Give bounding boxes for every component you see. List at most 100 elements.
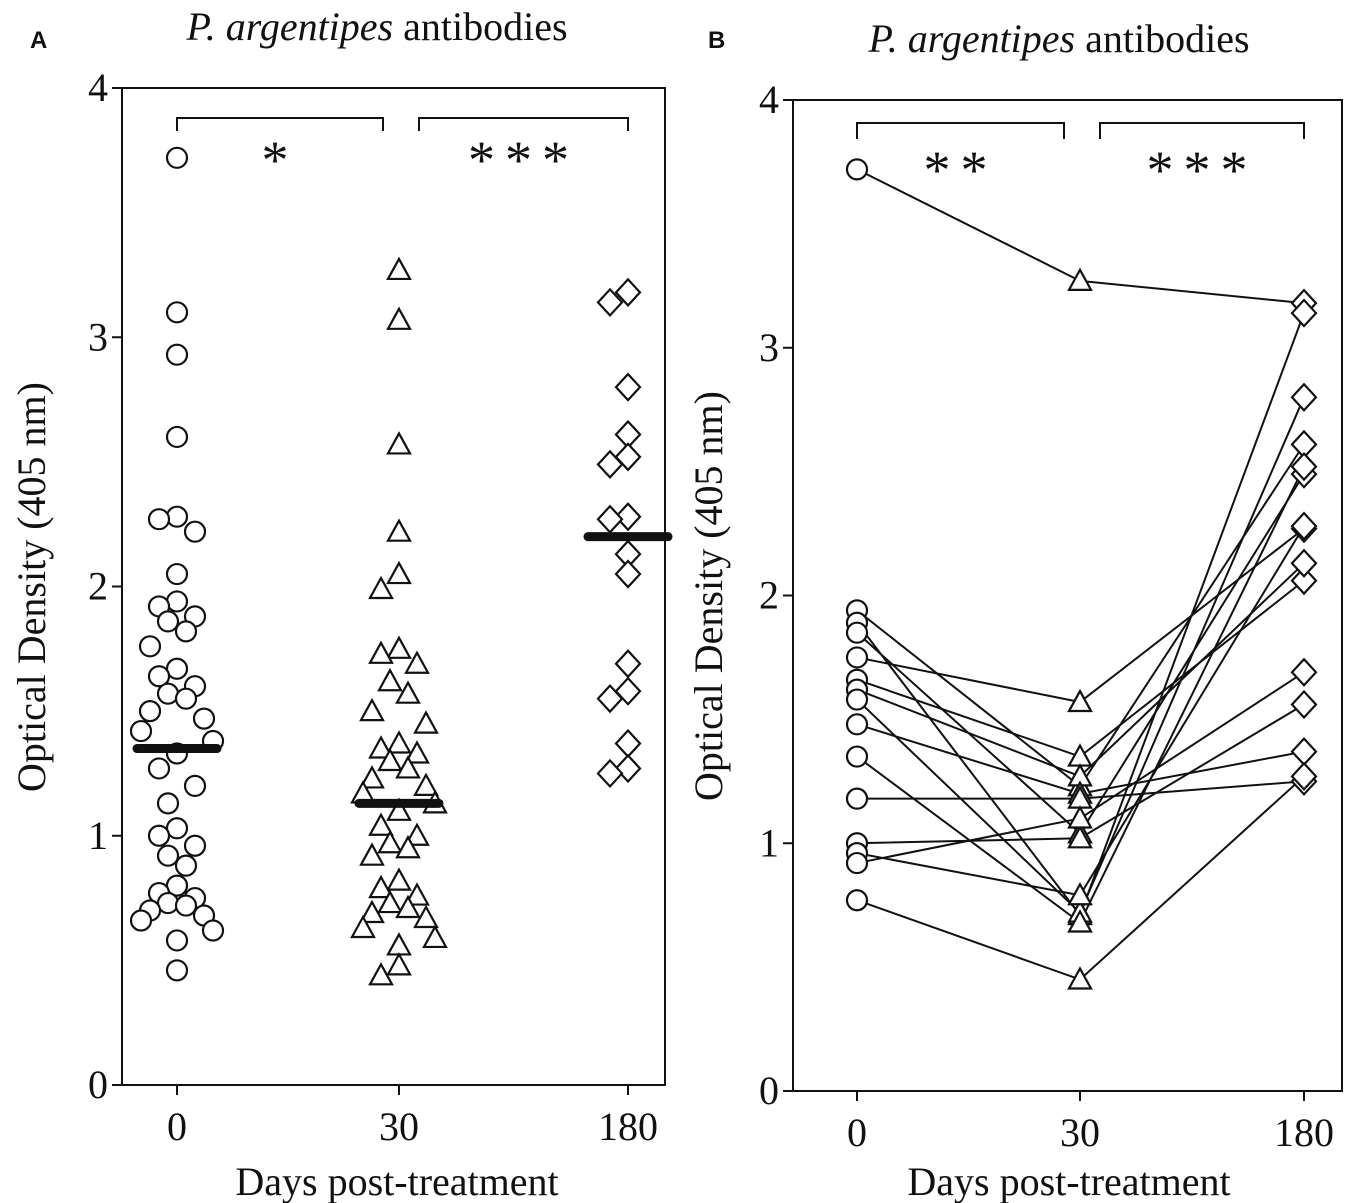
data-point-circle (183, 834, 207, 857)
data-point-triangle (386, 730, 412, 754)
data-point-triangle (368, 812, 394, 836)
data-point-triangle (386, 431, 412, 455)
data-point-triangle (359, 697, 385, 722)
data-point-diamond (1290, 657, 1318, 687)
panel-b-axes: 0 1 2 3 4 0 30 180 (759, 77, 1334, 1155)
data-point-circle (165, 505, 189, 528)
data-point-triangle (404, 650, 430, 674)
data-point-triangle (395, 834, 421, 859)
data-point-diamond (1290, 761, 1318, 791)
data-point-circle (201, 919, 225, 942)
data-point-triangle (377, 829, 403, 854)
data-point-circle (147, 508, 171, 531)
y-tick-label: 3 (88, 314, 108, 359)
panel-b: B P. argentipes antibodies Optical Densi… (686, 16, 1343, 1203)
data-point-circle (192, 707, 216, 730)
data-point-circle (165, 929, 189, 952)
significance-stars: *** (1147, 140, 1258, 200)
x-tick-label: 30 (1060, 1110, 1100, 1155)
y-tick-label: 4 (759, 77, 779, 122)
panel-a: A P. argentipes antibodies Optical Densi… (9, 4, 673, 1203)
data-point-triangle (413, 710, 439, 734)
data-point-circle (174, 854, 198, 877)
y-tick-label: 1 (759, 820, 779, 865)
y-tick-label: 2 (88, 564, 108, 609)
y-tick-label: 0 (88, 1062, 108, 1107)
y-tick-label: 1 (88, 813, 108, 858)
data-point-circle (165, 343, 189, 366)
data-point-diamond (614, 277, 642, 308)
data-point-triangle (422, 924, 448, 949)
data-point-triangle (404, 822, 430, 846)
data-point-diamond (1290, 548, 1318, 578)
significance-bracket (176, 117, 384, 131)
data-point-diamond (1290, 298, 1318, 328)
data-point-circle (845, 745, 869, 768)
data-point-triangle (377, 747, 403, 772)
data-point-circle (165, 562, 189, 586)
x-tick-label: 0 (167, 1104, 187, 1149)
data-point-triangle (359, 765, 385, 789)
data-point-circle (147, 824, 171, 847)
data-point-diamond (1290, 452, 1318, 482)
data-point-triangle (386, 306, 412, 330)
data-point-triangle (377, 889, 403, 914)
data-point-triangle (359, 899, 385, 924)
x-tick-label: 30 (379, 1104, 419, 1149)
panel-a-significance-brackets: * *** (176, 117, 629, 190)
data-point-triangle (404, 740, 430, 764)
data-point-circle (165, 146, 189, 169)
data-point-circle (147, 757, 171, 780)
significance-stars: *** (468, 130, 579, 190)
data-point-triangle (368, 735, 394, 759)
data-point-circle (165, 959, 189, 982)
data-point-circle (174, 620, 198, 643)
panel-a-y-axis-label: Optical Density (405 nm) (9, 382, 54, 792)
data-point-circle (138, 635, 162, 658)
data-point-circle (165, 425, 189, 449)
data-point-triangle (1067, 825, 1093, 849)
y-tick-label: 2 (759, 573, 779, 618)
data-point-triangle (404, 882, 430, 906)
panel-b-title: P. argentipes antibodies (867, 16, 1249, 61)
panel-a-axes: 0 1 2 3 4 0 30 180 (88, 65, 658, 1149)
data-point-triangle (395, 755, 421, 779)
data-point-triangle (386, 952, 412, 976)
data-point-triangle (1067, 688, 1093, 713)
data-point-triangle (413, 772, 439, 797)
data-point-circle (129, 719, 153, 743)
data-point-triangle (413, 904, 439, 929)
data-point-diamond (1290, 689, 1318, 720)
data-point-circle (183, 520, 207, 543)
data-point-triangle (368, 575, 394, 600)
panel-b-significance-brackets: ** *** (856, 122, 1305, 200)
data-point-circle (129, 909, 153, 932)
y-tick-label: 0 (759, 1068, 779, 1113)
data-point-triangle (386, 560, 412, 585)
data-point-diamond (614, 559, 642, 589)
data-point-triangle (395, 894, 421, 919)
data-point-circle (156, 610, 180, 633)
data-point-circle (147, 665, 171, 688)
data-point-diamond (596, 287, 624, 317)
data-point-diamond (596, 758, 624, 789)
x-tick-label: 180 (1274, 1110, 1334, 1155)
data-point-circle (845, 621, 869, 644)
data-point-circle (138, 700, 162, 723)
data-point-triangle (386, 797, 412, 821)
panel-a-x-axis-label: Days post-treatment (235, 1159, 558, 1203)
data-point-circle (845, 851, 869, 875)
y-tick-label: 4 (88, 65, 108, 110)
significance-stars: * (262, 130, 299, 190)
data-point-circle (845, 646, 869, 669)
data-point-diamond (1290, 382, 1318, 412)
data-point-triangle (386, 518, 412, 542)
data-point-diamond (1290, 511, 1318, 541)
data-point-circle (174, 894, 198, 917)
data-point-circle (156, 792, 180, 815)
y-tick-label: 3 (759, 325, 779, 370)
significance-bracket (418, 117, 629, 131)
x-tick-label: 0 (847, 1110, 867, 1155)
data-point-triangle (1067, 267, 1093, 291)
